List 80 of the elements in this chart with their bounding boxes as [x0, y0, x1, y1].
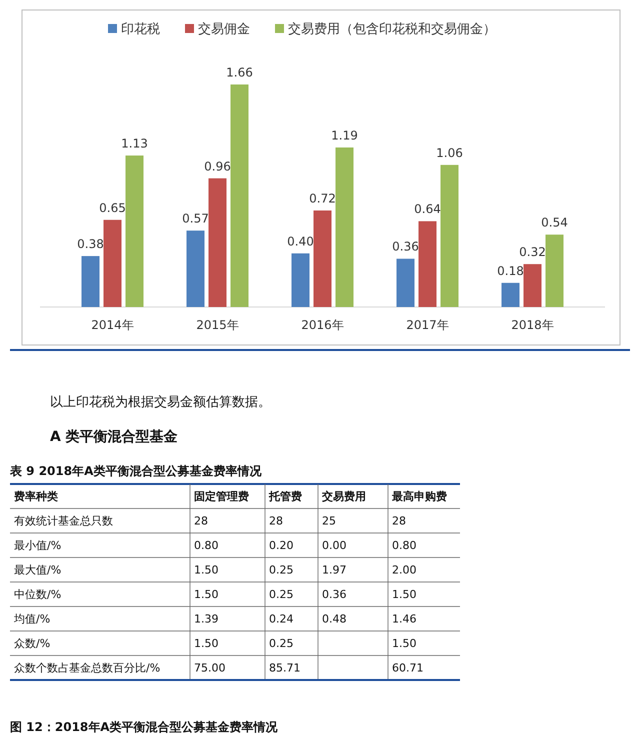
data-label: 0.36: [392, 240, 419, 254]
bar: [314, 210, 332, 307]
data-label: 0.54: [541, 216, 568, 230]
data-label: 0.64: [414, 202, 441, 216]
text: 0.24: [269, 612, 294, 626]
data-label: 0.57: [182, 212, 209, 226]
text: 60.71: [392, 662, 424, 674]
bar: [396, 258, 414, 307]
category-label: 均值/%: [14, 612, 50, 626]
category-label: 交易费用: [321, 490, 366, 503]
bar: [292, 253, 310, 307]
text: 0.80: [392, 539, 416, 552]
text: 28: [392, 514, 406, 528]
x-tick-label: 2014年: [91, 318, 134, 332]
category-label: 固定管理费: [194, 490, 249, 503]
text: 0.25: [269, 637, 294, 650]
bar: [208, 178, 226, 307]
text: 85.71: [269, 662, 300, 674]
bar: [186, 230, 204, 307]
text: 1.39: [194, 612, 218, 626]
caption: 图 12：2018年A类平衡混合型公募基金费率情况: [10, 720, 279, 734]
bar: [230, 84, 248, 307]
data-label: 0.38: [77, 237, 104, 252]
text: 以上印花税为根据交易金额估算数据。: [50, 394, 271, 410]
bar: [104, 220, 122, 307]
category-label: 最大值/%: [14, 564, 62, 576]
text: 1.97: [322, 564, 346, 576]
data-label: 0.32: [519, 245, 546, 260]
text: 0.48: [322, 612, 346, 626]
text: 0.36: [322, 588, 346, 601]
text: 2.00: [392, 564, 416, 576]
bar: [546, 234, 564, 307]
category-label: 托管费: [268, 490, 302, 503]
legend-label: 交易佣金: [198, 21, 250, 37]
text: 表 9 2018年A类平衡混合型公募基金费率情况: [9, 464, 262, 478]
category-label: 众数个数占基金总数百分比/%: [14, 662, 160, 674]
text: 25: [322, 514, 336, 528]
text: 28: [194, 514, 208, 528]
bar: [440, 164, 458, 307]
x-tick-label: 2016年: [301, 318, 344, 332]
text: 0.80: [194, 539, 218, 552]
x-tick-label: 2015年: [196, 318, 239, 332]
x-tick-label: 2017年: [406, 318, 449, 332]
category-label: 最高申购费: [391, 490, 447, 503]
data-label: 0.18: [497, 264, 524, 278]
category-label: 费率种类: [13, 490, 58, 503]
data-label: 0.96: [204, 159, 231, 174]
data-label: 1.06: [436, 146, 463, 160]
text: 0.00: [322, 539, 346, 552]
text: 1.50: [194, 588, 218, 601]
text: 0.25: [269, 588, 294, 601]
data-label: 0.65: [99, 200, 126, 215]
bar: [524, 264, 542, 307]
text: 1.50: [194, 564, 218, 576]
data-label: 1.66: [226, 65, 253, 80]
data-label: 1.13: [121, 136, 148, 151]
x-tick-label: 2018年: [511, 318, 554, 332]
bar: [336, 147, 354, 307]
text: 0.25: [269, 564, 294, 576]
data-label: 0.40: [287, 234, 314, 248]
text: 1.46: [392, 612, 416, 626]
legend-label: 交易费用（包含印花税和交易佣金）: [288, 21, 496, 37]
bar: [502, 282, 520, 307]
text: 1.50: [392, 588, 416, 601]
text: 75.00: [194, 662, 226, 674]
text: 1.50: [392, 637, 416, 650]
text: 0.20: [269, 539, 294, 552]
text: 1.50: [194, 637, 218, 650]
data-label: 0.72: [309, 191, 336, 206]
text: A 类平衡混合型基金: [50, 429, 179, 445]
bar: [82, 256, 100, 307]
legend-label: 印花税: [121, 22, 160, 37]
category-label: 中位数/%: [14, 588, 62, 601]
bar: [126, 156, 144, 307]
category-label: 最小值/%: [14, 539, 62, 552]
text: 28: [269, 514, 283, 528]
data-label: 1.19: [331, 128, 358, 142]
category-label: 众数/%: [14, 637, 50, 650]
category-label: 有效统计基金总只数: [14, 514, 113, 528]
bar: [418, 221, 436, 307]
